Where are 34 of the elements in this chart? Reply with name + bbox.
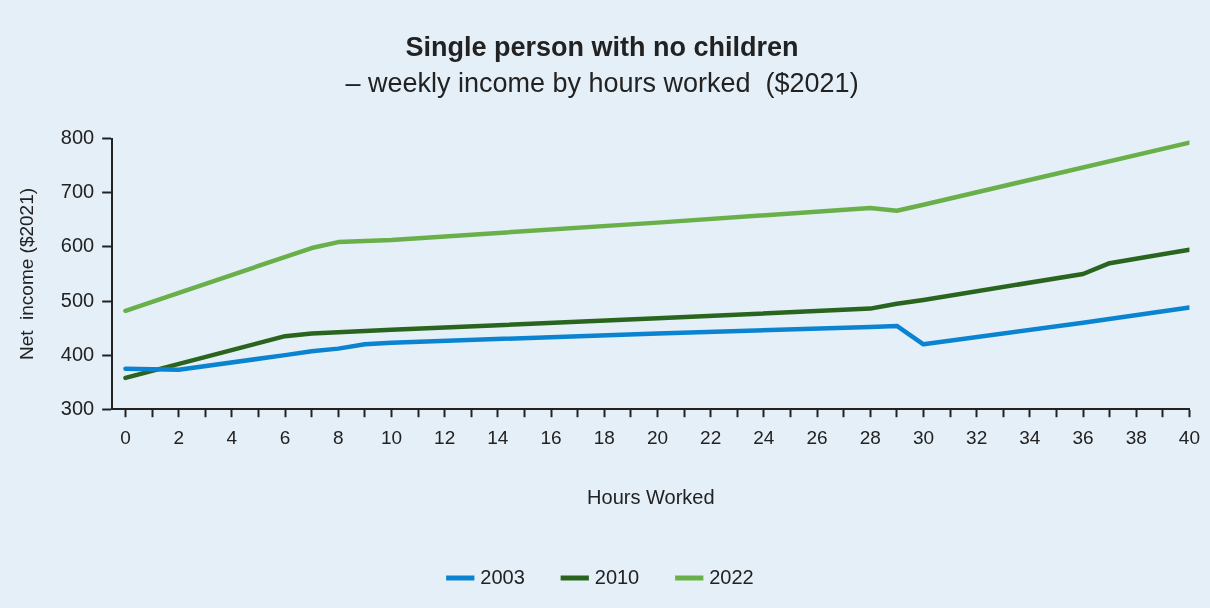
y-tick-label: 500: [60, 288, 95, 311]
x-tick-label: 14: [487, 426, 509, 448]
x-axis-title: Hours Worked: [587, 485, 715, 508]
y-tick-label: 400: [60, 342, 95, 365]
x-tick-label: 6: [279, 426, 291, 448]
legend-label: 2022: [709, 565, 754, 588]
x-tick-label: 10: [380, 426, 403, 448]
x-tick-label: 26: [806, 426, 828, 448]
x-tick-label: 12: [434, 426, 456, 448]
chart-subtitle: – weekly income by hours worked ($2021): [345, 68, 859, 99]
legend-label: 2010: [594, 565, 640, 588]
x-tick-label: 18: [593, 426, 615, 448]
chart-title: Single person with no children: [405, 31, 799, 62]
legend-label: 2003: [480, 565, 525, 588]
y-tick-label: 700: [60, 180, 95, 203]
x-tick-label: 16: [540, 426, 562, 448]
y-axis-title: Net income ($2021): [15, 187, 37, 361]
x-tick-label: 2: [173, 426, 184, 448]
y-tick-label: 300: [60, 396, 95, 419]
x-tick-label: 40: [1178, 426, 1200, 448]
y-tick-label: 600: [60, 234, 95, 257]
x-tick-label: 4: [226, 426, 238, 448]
x-tick-label: 22: [700, 426, 722, 448]
x-tick-label: 28: [859, 426, 881, 448]
y-tick-label: 800: [60, 126, 95, 149]
x-tick-label: 0: [120, 426, 131, 448]
x-tick-label: 38: [1125, 426, 1147, 448]
x-tick-label: 24: [753, 426, 775, 448]
x-tick-label: 34: [1019, 426, 1041, 448]
x-tick-label: 8: [332, 426, 344, 448]
x-tick-label: 30: [912, 426, 935, 448]
x-tick-label: 36: [1072, 426, 1094, 448]
x-tick-label: 20: [646, 426, 669, 448]
x-tick-label: 32: [966, 426, 988, 448]
